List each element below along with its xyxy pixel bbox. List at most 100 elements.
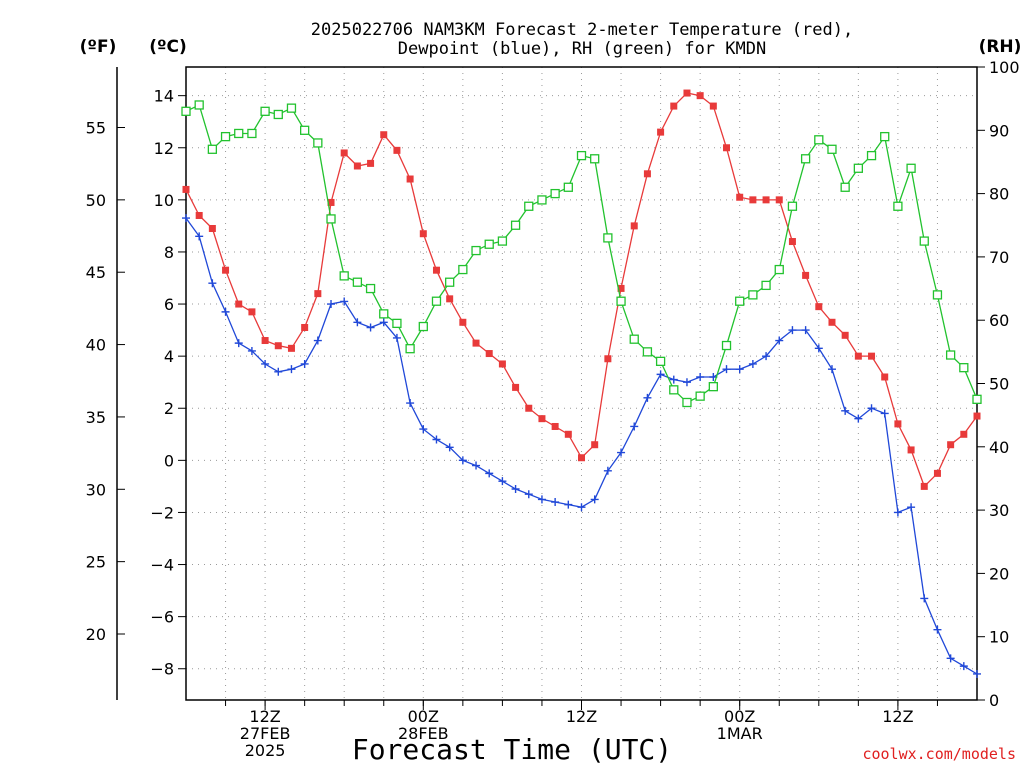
dewpoint-point — [643, 393, 652, 402]
dewpoint-point — [392, 333, 401, 342]
dewpoint-point — [788, 326, 797, 335]
temperature-point — [287, 344, 295, 352]
rh-point — [339, 271, 349, 281]
rh-point — [695, 391, 705, 401]
temperature-point — [933, 469, 941, 477]
rh-point — [392, 318, 402, 329]
rh-point — [959, 363, 969, 373]
temperature-point — [775, 196, 783, 204]
dewpoint-point — [313, 336, 322, 345]
dewpoint-point — [603, 466, 612, 475]
x-axis-title: Forecast Time (UTC) — [352, 733, 672, 766]
rh-tick-label: 80 — [989, 185, 1009, 204]
rh-point — [234, 128, 244, 139]
rh-point — [906, 163, 916, 173]
dewpoint-point — [669, 375, 678, 384]
dewpoint-point — [221, 307, 230, 316]
dewpoint-point — [920, 594, 929, 603]
temperature-point — [327, 198, 335, 206]
temperature-point — [301, 323, 309, 331]
dewpoint-point — [617, 448, 626, 457]
fahrenheit-tick-label: 55 — [86, 118, 106, 137]
dewpoint-point — [261, 359, 270, 368]
celsius-tick-label: 6 — [164, 295, 174, 314]
dewpoint-point — [498, 477, 507, 486]
rh-point — [761, 280, 771, 291]
dewpoint-point — [551, 498, 560, 507]
temperature-point — [657, 128, 665, 136]
dewpoint-point — [762, 352, 771, 361]
credit-text: coolwx.com/models — [862, 745, 1016, 763]
temperature-point — [630, 222, 638, 230]
rh-point — [563, 182, 573, 192]
rh-point — [313, 138, 323, 148]
rh-point — [510, 220, 521, 230]
temperature-point — [881, 373, 889, 381]
temperature-point — [419, 230, 427, 238]
rh-unit-label: (RH) — [979, 37, 1022, 57]
temperature-point — [920, 482, 928, 490]
temperature-point — [564, 430, 572, 438]
x-tick-label: 12Z — [566, 707, 597, 726]
chart-title-line1: 2025022706 NAM3KM Forecast 2-meter Tempe… — [311, 20, 853, 40]
dewpoint-point — [696, 372, 705, 381]
dewpoint-point — [353, 318, 362, 327]
rh-point — [379, 309, 389, 319]
fahrenheit-tick-label: 25 — [86, 553, 106, 572]
rh-point — [220, 131, 231, 142]
x-tick-label: 12Z — [882, 707, 913, 726]
x-tick-label: 27FEB — [240, 724, 291, 743]
dewpoint-point — [300, 359, 309, 368]
temperature-point — [973, 412, 981, 420]
rh-point — [787, 201, 798, 211]
rh-point — [352, 277, 363, 287]
rh-point — [708, 382, 718, 392]
celsius-tick-label: −8 — [150, 660, 174, 679]
dewpoint-point — [485, 469, 494, 478]
temperature-point — [538, 415, 546, 423]
x-tick-label: 28FEB — [398, 724, 449, 743]
rh-point — [286, 103, 297, 113]
dewpoint-point — [432, 435, 441, 444]
rh-point — [972, 394, 982, 404]
rh-point — [497, 236, 508, 246]
series-rh — [181, 100, 982, 408]
x-tick-label: 1MAR — [717, 724, 763, 743]
dewpoint-point — [880, 409, 889, 418]
rh-point — [299, 125, 310, 135]
temperature-point — [432, 266, 440, 274]
dewpoint-point — [854, 414, 863, 423]
dewpoint-point — [247, 346, 256, 355]
rh-point — [629, 334, 639, 344]
rh-tick-label: 40 — [989, 438, 1009, 457]
fahrenheit-tick-label: 40 — [86, 336, 106, 355]
series-temperature — [182, 89, 981, 490]
rh-point — [537, 195, 547, 205]
celsius-tick-label: 4 — [164, 347, 174, 366]
temperature-point — [841, 331, 849, 339]
temperature-point — [947, 441, 955, 449]
temperature-point — [551, 422, 559, 430]
temperature-point — [868, 352, 876, 360]
dewpoint-point — [419, 425, 428, 434]
rh-point — [880, 131, 890, 142]
plot-frame — [185, 66, 978, 701]
rh-point — [866, 150, 877, 161]
dewpoint-point — [472, 461, 481, 470]
dewpoint-point — [735, 365, 744, 374]
x-tick-label: 12Z — [249, 707, 280, 726]
rh-tick-label: 20 — [989, 564, 1009, 583]
dewpoint-point — [893, 508, 902, 517]
dewpoint-point — [458, 456, 467, 465]
dewpoint-point — [537, 495, 546, 504]
rh-point — [748, 290, 758, 300]
temperature-point — [367, 159, 375, 167]
temperature-point — [643, 170, 651, 178]
dewpoint-point — [287, 365, 296, 374]
dewpoint-point — [445, 443, 454, 452]
rh-point — [273, 109, 283, 120]
rh-point — [893, 201, 903, 211]
dewpoint-point — [722, 365, 731, 374]
rh-tick-label: 70 — [989, 248, 1009, 267]
rh-point — [365, 283, 376, 294]
